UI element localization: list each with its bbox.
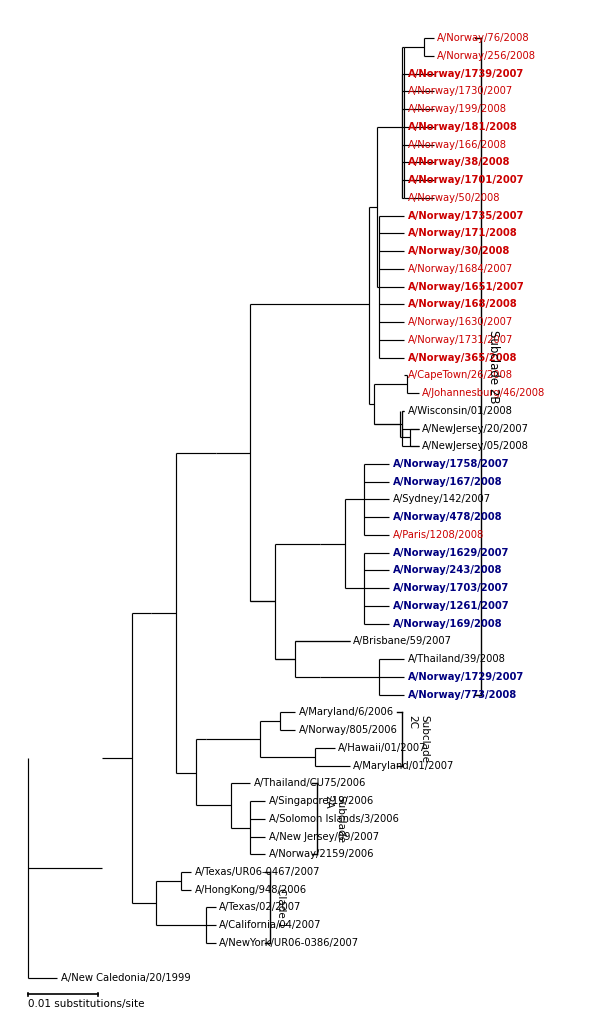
Text: A/Norway/773/2008: A/Norway/773/2008 — [407, 690, 517, 700]
Text: A/Johannesburg/46/2008: A/Johannesburg/46/2008 — [422, 388, 545, 398]
Text: A/Norway/1701/2007: A/Norway/1701/2007 — [407, 175, 524, 185]
Text: A/Thailand/CU75/2006: A/Thailand/CU75/2006 — [254, 778, 367, 788]
Text: A/California/04/2007: A/California/04/2007 — [219, 920, 322, 930]
Text: A/NewYork/UR06-0386/2007: A/NewYork/UR06-0386/2007 — [219, 938, 359, 948]
Text: A/NewJersey/20/2007: A/NewJersey/20/2007 — [422, 423, 529, 434]
Text: A/Norway/1758/2007: A/Norway/1758/2007 — [392, 459, 509, 469]
Text: A/Norway/1731/2007: A/Norway/1731/2007 — [407, 335, 513, 344]
Text: A/Norway/50/2008: A/Norway/50/2008 — [407, 192, 500, 203]
Text: A/CapeTown/26/2008: A/CapeTown/26/2008 — [407, 371, 512, 380]
Text: Clade 1: Clade 1 — [276, 887, 286, 927]
Text: A/New Caledonia/20/1999: A/New Caledonia/20/1999 — [61, 973, 190, 984]
Text: A/Norway/805/2006: A/Norway/805/2006 — [299, 725, 397, 735]
Text: A/Texas/UR06-0467/2007: A/Texas/UR06-0467/2007 — [194, 867, 320, 877]
Text: Subclade
2C: Subclade 2C — [407, 715, 429, 763]
Text: A/Norway/169/2008: A/Norway/169/2008 — [392, 619, 502, 629]
Text: A/Norway/181/2008: A/Norway/181/2008 — [407, 122, 517, 132]
Text: A/Norway/1739/2007: A/Norway/1739/2007 — [407, 69, 524, 79]
Text: A/Maryland/01/2007: A/Maryland/01/2007 — [353, 761, 454, 771]
Text: A/Paris/1208/2008: A/Paris/1208/2008 — [392, 530, 484, 540]
Text: A/Norway/168/2008: A/Norway/168/2008 — [407, 300, 517, 309]
Text: A/Maryland/6/2006: A/Maryland/6/2006 — [299, 707, 394, 717]
Text: A/Norway/171/2008: A/Norway/171/2008 — [407, 228, 517, 238]
Text: A/Norway/365/2008: A/Norway/365/2008 — [407, 353, 517, 363]
Text: Subclade
2A: Subclade 2A — [323, 795, 345, 843]
Text: A/Singapore/19/2006: A/Singapore/19/2006 — [269, 796, 374, 806]
Text: A/Norway/30/2008: A/Norway/30/2008 — [407, 246, 510, 256]
Text: A/Norway/1630/2007: A/Norway/1630/2007 — [407, 317, 513, 327]
Text: A/Norway/166/2008: A/Norway/166/2008 — [407, 140, 506, 150]
Text: A/Norway/1735/2007: A/Norway/1735/2007 — [407, 211, 524, 221]
Text: A/Norway/38/2008: A/Norway/38/2008 — [407, 157, 510, 167]
Text: A/Brisbane/59/2007: A/Brisbane/59/2007 — [353, 636, 452, 646]
Text: A/Texas/02/2007: A/Texas/02/2007 — [219, 903, 302, 913]
Text: A/Norway/1729/2007: A/Norway/1729/2007 — [407, 672, 524, 682]
Text: A/NewJersey/05/2008: A/NewJersey/05/2008 — [422, 442, 529, 451]
Text: A/Norway/256/2008: A/Norway/256/2008 — [437, 51, 536, 61]
Text: A/Norway/478/2008: A/Norway/478/2008 — [392, 513, 502, 523]
Text: A/Norway/167/2008: A/Norway/167/2008 — [392, 477, 502, 486]
Text: A/Thailand/39/2008: A/Thailand/39/2008 — [407, 654, 505, 665]
Text: A/Norway/76/2008: A/Norway/76/2008 — [437, 33, 530, 44]
Text: A/Norway/1730/2007: A/Norway/1730/2007 — [407, 86, 513, 96]
Text: A/Norway/2159/2006: A/Norway/2159/2006 — [269, 849, 374, 859]
Text: 0.01 substitutions/site: 0.01 substitutions/site — [28, 999, 144, 1009]
Text: A/Norway/1703/2007: A/Norway/1703/2007 — [392, 583, 509, 594]
Text: A/Sydney/142/2007: A/Sydney/142/2007 — [392, 494, 491, 504]
Text: A/Norway/1684/2007: A/Norway/1684/2007 — [407, 263, 513, 274]
Text: A/Norway/1629/2007: A/Norway/1629/2007 — [392, 548, 509, 558]
Text: A/HongKong/948/2006: A/HongKong/948/2006 — [194, 884, 307, 894]
Text: A/Norway/199/2008: A/Norway/199/2008 — [407, 104, 506, 114]
Text: A/Hawaii/01/2007: A/Hawaii/01/2007 — [338, 743, 427, 753]
Text: A/Solomon Islands/3/2006: A/Solomon Islands/3/2006 — [269, 813, 398, 824]
Text: A/New Jersey/09/2007: A/New Jersey/09/2007 — [269, 832, 379, 842]
Text: A/Norway/243/2008: A/Norway/243/2008 — [392, 565, 502, 575]
Text: A/Norway/1651/2007: A/Norway/1651/2007 — [407, 282, 524, 292]
Text: A/Wisconsin/01/2008: A/Wisconsin/01/2008 — [407, 406, 512, 415]
Text: Subclade 2B: Subclade 2B — [487, 329, 500, 403]
Text: A/Norway/1261/2007: A/Norway/1261/2007 — [392, 601, 509, 611]
